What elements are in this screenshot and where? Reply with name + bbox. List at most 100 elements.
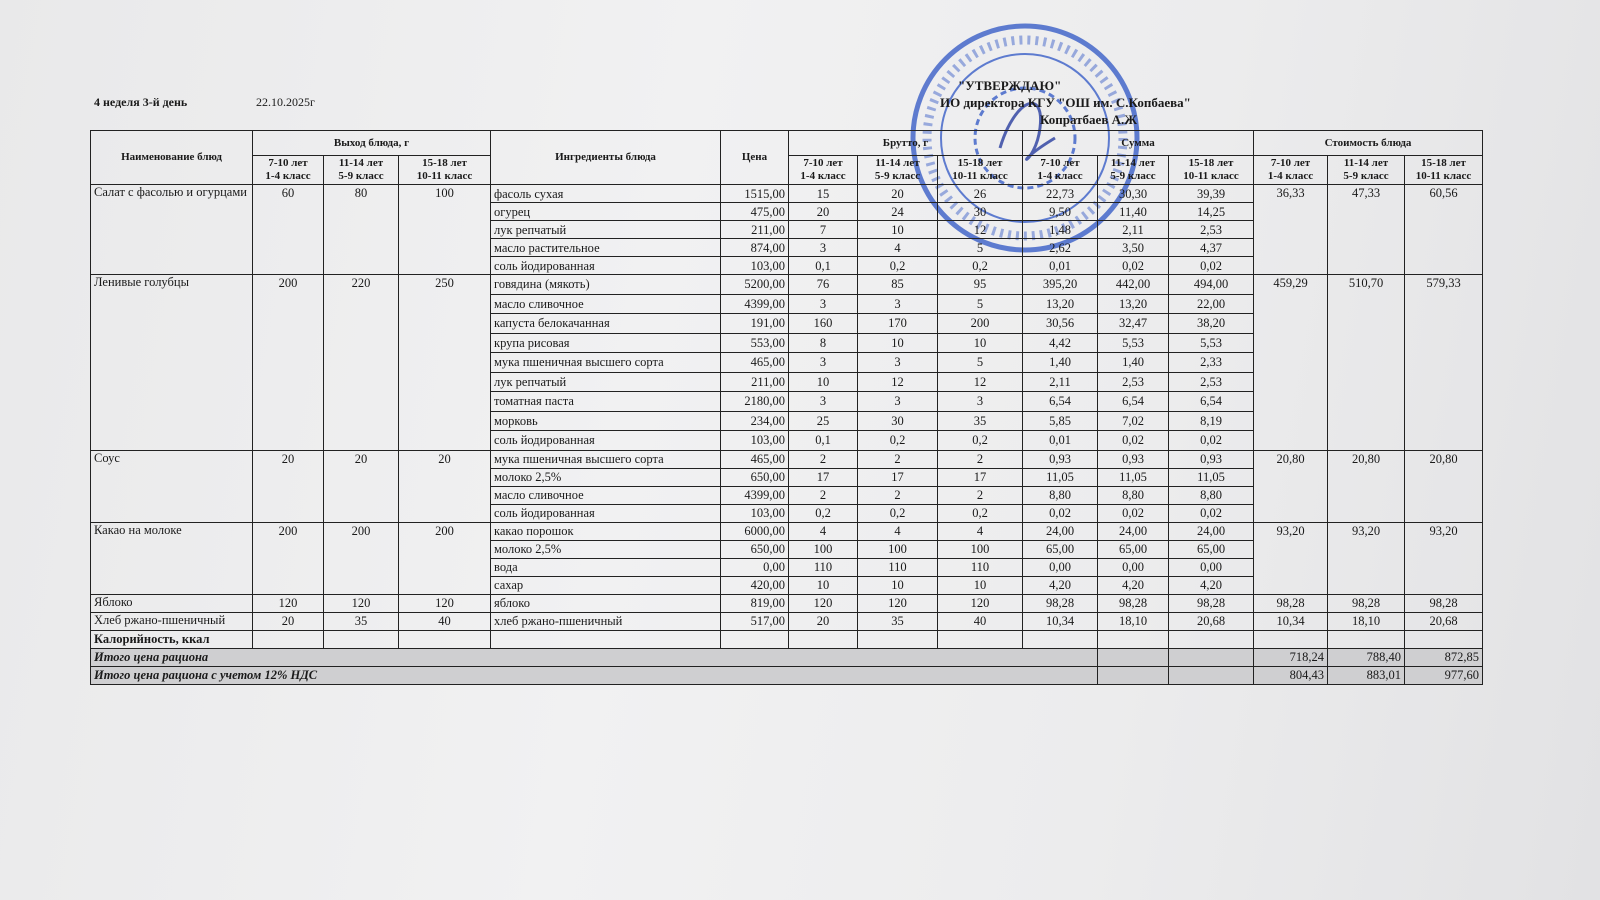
brutto-value: 0,2 <box>857 256 938 275</box>
brutto-value: 12 <box>937 220 1023 239</box>
brutto-value: 30 <box>937 202 1023 221</box>
sum-value: 0,01 <box>1022 256 1098 275</box>
brutto-value: 170 <box>857 313 938 334</box>
brutto-value: 17 <box>788 467 858 487</box>
table-row: масло сливочное 4399,00 3 3 5 13,20 13,20 22,00 <box>91 293 1483 314</box>
brutto-value: 0,2 <box>937 503 1023 523</box>
ingredient-name: томатная паста <box>490 391 721 412</box>
brutto-value: 0,2 <box>857 430 938 451</box>
table-row: соль йодированная 103,00 0,2 0,2 0,2 0,02 0,02… <box>91 503 1483 523</box>
brutto-value: 110 <box>788 557 858 577</box>
sum-value: 24,00 <box>1097 521 1169 541</box>
total-row: Итого цена рациона 718,24 788,40 872,85 <box>90 647 1483 667</box>
brutto-value: 4 <box>857 238 938 257</box>
table-row: молоко 2,5% 650,00 100 100 100 65,00 65,00 65,0… <box>91 539 1483 559</box>
sum-value: 24,00 <box>1168 521 1254 541</box>
sum-value: 5,53 <box>1097 332 1169 353</box>
sum-value: 11,05 <box>1022 467 1098 487</box>
brutto-value: 0,1 <box>788 430 858 451</box>
age-group-header: 7-10 лет 1-4 класс <box>1022 155 1098 185</box>
table-row: масло сливочное 4399,00 2 2 2 8,80 8,80 8,80 <box>91 485 1483 505</box>
table-row: Ленивые голубцы 200 220 250 говядина (мякоть… <box>90 274 1483 451</box>
brutto-value: 110 <box>857 557 938 577</box>
dish-cost: 60,56 <box>1404 184 1483 275</box>
dish-yield: 200 <box>323 521 399 595</box>
table-row: молоко 2,5% 650,00 17 17 17 11,05 11,05 11,05 <box>91 467 1483 487</box>
sum-value: 8,80 <box>1168 485 1254 505</box>
brutto-value: 85 <box>857 274 938 295</box>
ingredient-name: мука пшеничная высшего сорта <box>490 449 721 469</box>
ingredient-name: сахар <box>490 575 721 595</box>
sum-value: 38,20 <box>1168 313 1254 334</box>
empty-cell <box>1253 629 1328 649</box>
sum-value: 2,11 <box>1097 220 1169 239</box>
age-range: 7-10 лет <box>268 157 308 169</box>
dish-yield: 200 <box>252 274 324 451</box>
brutto-value: 2 <box>857 449 938 469</box>
sum-value: 4,20 <box>1168 575 1254 595</box>
ingredient-name: соль йодированная <box>490 503 721 523</box>
ingredient-price: 5200,00 <box>720 274 789 295</box>
dish-name: Хлеб ржано-пшеничный <box>90 611 253 631</box>
dish-cost: 20,80 <box>1327 449 1405 523</box>
table-row: Салат с фасолью и огурцами 60 80 100 фасоль … <box>90 184 1483 275</box>
ingredient-price: 211,00 <box>720 371 789 392</box>
ingredient-price: 1515,00 <box>720 184 789 203</box>
empty-cell <box>1022 629 1098 649</box>
dish-yield: 35 <box>323 611 399 631</box>
dish-cost: 47,33 <box>1327 184 1405 275</box>
brutto-value: 3 <box>788 391 858 412</box>
sum-value: 65,00 <box>1168 539 1254 559</box>
ingredient-price: 475,00 <box>720 202 789 221</box>
sum-value: 2,53 <box>1168 220 1254 239</box>
dish-yield: 200 <box>398 521 491 595</box>
brutto-value: 2 <box>788 485 858 505</box>
sum-value: 98,28 <box>1168 593 1254 613</box>
ingredient-name: фасоль сухая <box>490 184 721 203</box>
sum-value: 395,20 <box>1022 274 1098 295</box>
sum-value: 4,20 <box>1097 575 1169 595</box>
ingredient-name: соль йодированная <box>490 430 721 451</box>
empty-cell <box>1327 629 1405 649</box>
col-cost-header: Стоимость блюда <box>1253 130 1483 156</box>
sum-value: 1,40 <box>1022 352 1098 373</box>
ingredient-name: лук репчатый <box>490 371 721 392</box>
sum-value: 8,80 <box>1022 485 1098 505</box>
empty-cell <box>1404 629 1483 649</box>
sum-value: 4,37 <box>1168 238 1254 257</box>
ingredient-price: 0,00 <box>720 557 789 577</box>
brutto-value: 40 <box>937 611 1023 631</box>
brutto-value: 120 <box>788 593 858 613</box>
sum-value: 2,53 <box>1168 371 1254 392</box>
sum-value: 30,56 <box>1022 313 1098 334</box>
sum-value: 0,00 <box>1097 557 1169 577</box>
sum-value: 22,73 <box>1022 184 1098 203</box>
grade-range: 1-4 класс <box>265 170 311 182</box>
table-row: Соус 20 20 20 мука пшеничная высшего сорта 46… <box>90 449 1483 523</box>
empty-cell <box>1168 665 1254 685</box>
age-group-header: 15-18 лет 10-11 класс <box>1404 155 1483 185</box>
grade-range: 10-11 класс <box>1183 170 1239 182</box>
dish-yield: 60 <box>252 184 324 275</box>
grade-range: 10-11 класс <box>416 170 473 182</box>
brutto-value: 10 <box>857 220 938 239</box>
empty-cell <box>1097 647 1169 667</box>
ingredient-name: масло сливочное <box>490 293 721 314</box>
ingredient-price: 211,00 <box>720 220 789 239</box>
age-range: 7-10 лет <box>1040 157 1080 169</box>
brutto-value: 4 <box>937 521 1023 541</box>
table-row: томатная паста 2180,00 3 3 3 6,54 6,54 6,54 <box>91 391 1483 412</box>
sum-value: 11,40 <box>1097 202 1169 221</box>
sum-value: 8,19 <box>1168 410 1254 431</box>
age-group-header: 7-10 лет 1-4 класс <box>788 155 858 185</box>
dish-name: Соус <box>90 449 253 523</box>
brutto-value: 3 <box>788 352 858 373</box>
empty-cell <box>323 629 399 649</box>
sum-value: 18,10 <box>1097 611 1169 631</box>
brutto-value: 10 <box>857 575 938 595</box>
ingredient-name: молоко 2,5% <box>490 539 721 559</box>
total-value: 872,85 <box>1404 647 1483 667</box>
brutto-value: 35 <box>857 611 938 631</box>
age-range: 11-14 лет <box>1110 157 1156 169</box>
table-row: сахар 420,00 10 10 10 4,20 4,20 4,20 <box>91 575 1483 595</box>
